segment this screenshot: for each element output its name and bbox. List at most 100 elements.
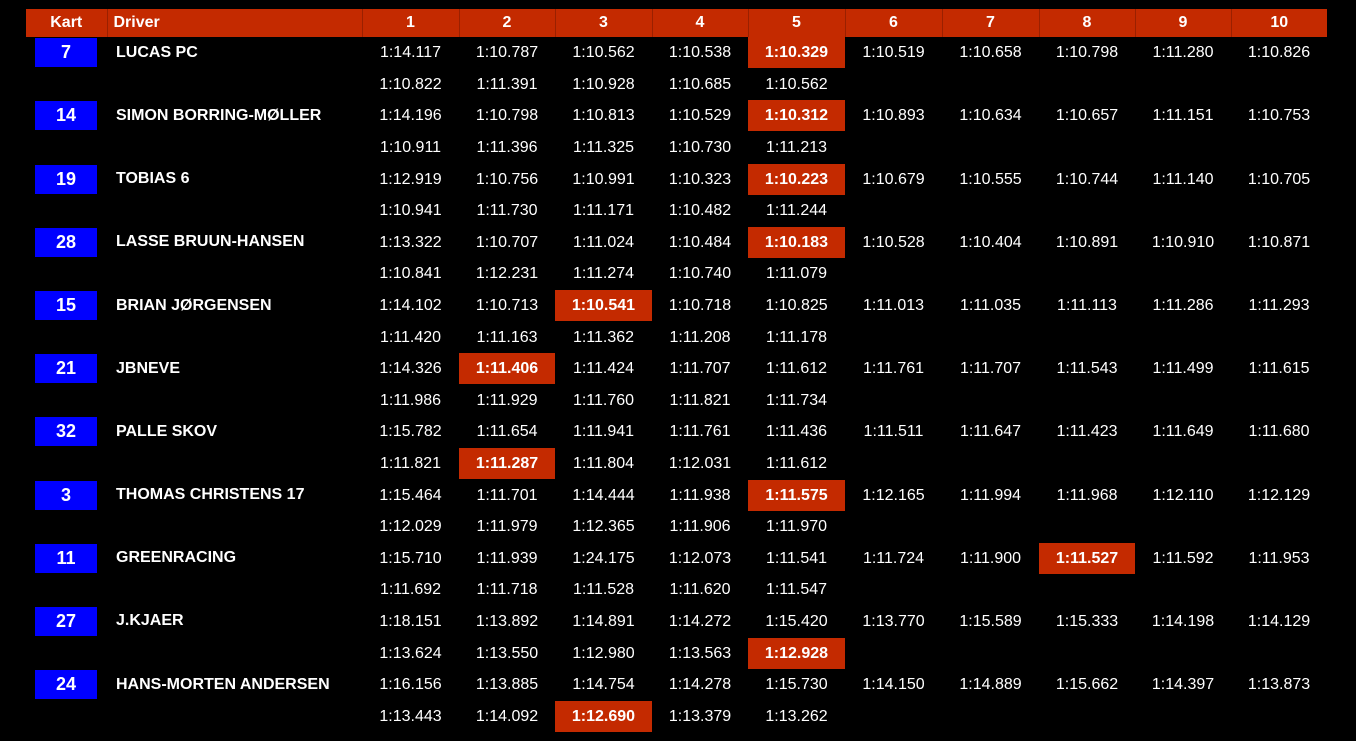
empty-cell	[1231, 258, 1327, 290]
lap-time: 1:15.420	[765, 612, 828, 630]
kart-cell	[26, 574, 107, 606]
lap-time: 1:10.223	[748, 163, 845, 195]
lap-time-cell: 1:10.787	[459, 37, 555, 69]
lap-time: 1:10.730	[668, 139, 732, 157]
header-lap-4[interactable]: 4	[651, 9, 748, 37]
lap-time: 1:11.804	[572, 455, 635, 473]
lap-time-cell: 1:11.649	[1135, 416, 1231, 448]
lap-time-cell: 1:13.550	[459, 637, 555, 669]
lap-time-cell: 1:14.196	[362, 100, 459, 132]
empty-cell	[845, 69, 942, 101]
lap-time: 1:10.826	[1247, 44, 1311, 62]
lap-time-cell: 1:14.889	[942, 669, 1039, 701]
lap-time-cell: 1:10.730	[652, 132, 748, 164]
lap-time: 1:10.657	[1055, 107, 1119, 125]
driver-row-continued: 1:13.443 1:14.092 1:12.690 1:13.379 1:13.262	[26, 700, 1327, 732]
lap-time-cell: 1:10.519	[845, 37, 942, 69]
empty-cell	[1135, 385, 1231, 417]
lap-time-cell: 1:14.102	[362, 290, 459, 322]
lap-time: 1:10.798	[1055, 44, 1119, 62]
lap-time: 1:10.183	[748, 226, 845, 258]
header-kart[interactable]: Kart	[26, 9, 107, 37]
lap-time-cell: 1:10.685	[652, 69, 748, 101]
header-lap-1[interactable]: 1	[361, 9, 459, 37]
lap-time-cell: 1:13.770	[845, 606, 942, 638]
lap-time-cell: 1:24.175	[555, 543, 652, 575]
empty-cell	[845, 448, 942, 480]
driver-row: 19 TOBIAS 6 1:12.919 1:10.756 1:10.991 1:10.3…	[26, 163, 1327, 195]
lap-time: 1:12.031	[668, 455, 732, 473]
header-lap-5[interactable]: 5	[747, 9, 845, 37]
driver-name: LUCAS PC	[116, 43, 198, 61]
lap-time: 1:12.073	[668, 549, 732, 567]
lap-time-cell: 1:11.730	[459, 195, 555, 227]
lap-time: 1:14.196	[379, 107, 442, 125]
driver-row-continued: 1:10.822 1:11.391 1:10.928 1:10.685 1:10.562	[26, 69, 1327, 101]
lap-time: 1:11.547	[765, 581, 828, 599]
lap-time: 1:11.151	[1152, 107, 1214, 125]
driver-row-continued: 1:11.821 1:11.287 1:11.804 1:12.031 1:11.612	[26, 448, 1327, 480]
empty-cell	[1039, 258, 1135, 290]
driver-name: HANS-MORTEN ANDERSEN	[116, 675, 330, 693]
lap-time-cell: 1:11.821	[652, 385, 748, 417]
lap-time: 1:11.760	[572, 391, 635, 409]
header-lap-7[interactable]: 7	[941, 9, 1039, 37]
lap-time-cell: 1:11.939	[459, 543, 555, 575]
empty-cell	[942, 69, 1039, 101]
lap-time: 1:11.761	[862, 360, 925, 378]
header-lap-2[interactable]: 2	[458, 9, 555, 37]
lap-time: 1:10.529	[668, 107, 732, 125]
lap-time: 1:11.424	[572, 360, 635, 378]
kart-cell: 19	[26, 163, 107, 195]
driver-row-continued: 1:10.941 1:11.730 1:11.171 1:10.482 1:11.244	[26, 195, 1327, 227]
header-lap-8[interactable]: 8	[1038, 9, 1135, 37]
lap-time-cell: 1:11.208	[652, 321, 748, 353]
header-lap-9[interactable]: 9	[1134, 9, 1231, 37]
header-lap-6[interactable]: 6	[844, 9, 942, 37]
empty-cell	[1039, 69, 1135, 101]
lap-time-cell: 1:11.938	[652, 479, 748, 511]
lap-time: 1:11.938	[669, 486, 731, 504]
empty-cell	[1039, 132, 1135, 164]
lap-time-cell: 1:10.529	[652, 100, 748, 132]
lap-time-cell: 1:11.804	[555, 448, 652, 480]
driver-row-continued: 1:10.911 1:11.396 1:11.325 1:10.730 1:11.213	[26, 132, 1327, 164]
lap-time: 1:14.150	[862, 676, 925, 694]
lap-time-cell: 1:11.680	[1231, 416, 1327, 448]
lap-time-cell: 1:11.615	[1231, 353, 1327, 385]
header-lap-10[interactable]: 10	[1230, 9, 1327, 37]
header-driver[interactable]: Driver	[106, 9, 362, 37]
lap-time: 1:11.900	[959, 549, 1022, 567]
lap-time-cell: 1:10.679	[845, 163, 942, 195]
lap-time-cell: 1:11.543	[1039, 353, 1135, 385]
lap-time-cell: 1:12.031	[652, 448, 748, 480]
driver-row: 24 HANS-MORTEN ANDERSEN 1:16.156 1:13.885 1:…	[26, 669, 1327, 701]
lap-time: 1:11.654	[476, 423, 538, 441]
lap-time-cell: 1:11.013	[845, 290, 942, 322]
driver-name-cell	[107, 258, 362, 290]
driver-row: 11 GREENRACING 1:15.710 1:11.939 1:24.175 1:1…	[26, 542, 1327, 575]
lap-time: 1:10.991	[572, 170, 635, 188]
empty-cell	[1231, 637, 1327, 669]
driver-row: 15 BRIAN JØRGENSEN 1:14.102 1:10.713 1:10.54…	[26, 290, 1327, 322]
best-lap-cell: 1:11.575	[748, 479, 845, 511]
kart-number-badge: 21	[35, 354, 97, 384]
empty-cell	[1231, 574, 1327, 606]
lap-time-cell: 1:11.547	[748, 574, 845, 606]
lap-time-cell: 1:11.647	[942, 416, 1039, 448]
empty-cell	[1135, 195, 1231, 227]
lap-time-cell: 1:14.117	[362, 37, 459, 69]
lap-time-cell: 1:11.178	[748, 321, 845, 353]
lap-time: 1:10.658	[959, 44, 1022, 62]
driver-name-cell: SIMON BORRING-MØLLER	[107, 100, 362, 132]
header-lap-3[interactable]: 3	[554, 9, 652, 37]
best-lap-cell: 1:10.312	[748, 100, 845, 132]
lap-time-cell: 1:10.798	[1039, 37, 1135, 69]
best-lap-cell: 1:11.287	[459, 448, 555, 480]
lap-time-cell: 1:12.165	[845, 479, 942, 511]
lap-time: 1:10.822	[379, 75, 442, 93]
empty-cell	[942, 258, 1039, 290]
empty-cell	[1039, 637, 1135, 669]
lap-time-cell: 1:10.753	[1231, 100, 1327, 132]
empty-cell	[1135, 321, 1231, 353]
